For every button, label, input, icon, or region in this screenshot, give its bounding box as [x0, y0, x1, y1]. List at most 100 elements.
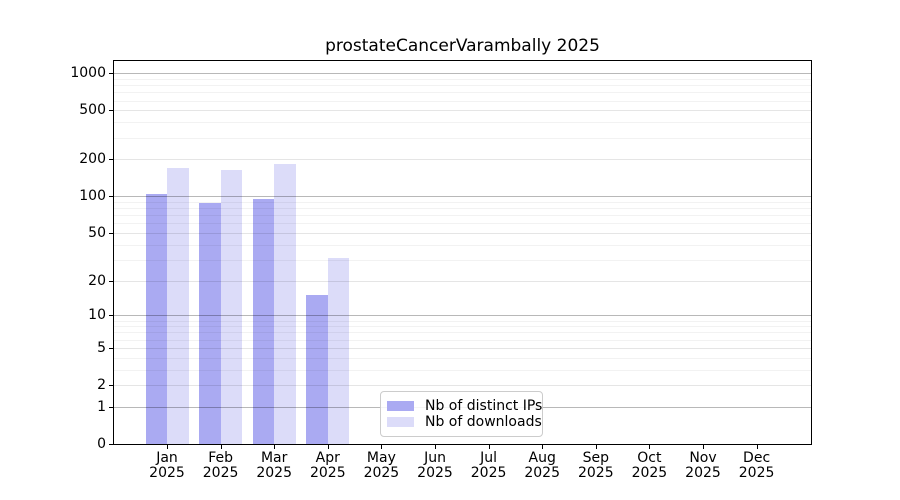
y-tick-label-1: 1 [97, 398, 106, 415]
bar-mar-downloads [274, 163, 296, 444]
bar-feb-downloads [220, 170, 243, 444]
bar-apr-downloads [327, 258, 350, 444]
x-tick-month: Oct [637, 450, 662, 466]
gridline-minor-y-30 [114, 259, 811, 261]
x-tick-mark-may [381, 445, 383, 449]
y-tick-mark-50 [109, 233, 113, 234]
legend-swatch-distinct-ips [387, 401, 414, 411]
gridline-minor-y-3 [114, 369, 811, 371]
gridline-y-10 [114, 315, 811, 317]
x-tick-mark-jul [488, 445, 490, 449]
y-tick-mark-5 [109, 347, 113, 349]
x-tick-year: 2025 [524, 465, 560, 481]
gridline-minor-y-8 [114, 326, 811, 328]
x-tick-mark-oct [649, 445, 651, 449]
x-tick-mark-sep [595, 445, 597, 449]
gridline-minor-y-40 [114, 244, 811, 246]
chart-title: prostateCancerVarambally 2025 [325, 36, 600, 56]
legend-item-downloads: Nb of downloads [387, 414, 542, 430]
x-tick-year: 2025 [309, 465, 346, 481]
x-tick-label-mar: Mar 2025 [242, 451, 306, 481]
gridline-minor-y-600 [114, 100, 811, 102]
y-tick-mark-500 [109, 110, 113, 112]
y-tick-label-0: 0 [97, 436, 106, 452]
x-tick-label-jun: Jun 2025 [403, 451, 467, 481]
x-tick-year: 2025 [256, 465, 292, 481]
x-tick-mark-dec [756, 445, 758, 449]
y-tick-mark-200 [109, 159, 113, 161]
x-tick-year: 2025 [149, 465, 185, 481]
x-tick-month: Apr [315, 450, 340, 466]
gridline-minor-y-70 [114, 215, 811, 217]
gridline-minor-y-4 [114, 357, 811, 359]
x-tick-mark-nov [703, 445, 704, 449]
gridline-minor-y-7 [114, 332, 811, 334]
x-tick-mark-feb [220, 445, 222, 449]
gridline-minor-y-60 [114, 223, 811, 225]
x-tick-year: 2025 [363, 465, 400, 481]
x-tick-label-feb: Feb 2025 [189, 451, 253, 481]
x-tick-label-jul: Jul 2025 [457, 451, 521, 481]
x-tick-label-apr: Apr 2025 [296, 451, 360, 481]
x-tick-label-aug: Aug 2025 [510, 451, 574, 481]
x-tick-mark-aug [542, 445, 544, 449]
x-tick-month: Feb [208, 450, 233, 466]
gridline-minor-y-700 [114, 92, 811, 94]
gridline-minor-y-800 [114, 85, 811, 87]
x-tick-label-sep: Sep 2025 [564, 451, 628, 481]
x-tick-month: Mar [260, 450, 288, 466]
x-tick-mark-mar [274, 445, 276, 449]
gridline-y-500 [114, 110, 811, 112]
y-tick-label-5: 5 [97, 339, 106, 356]
x-tick-month: Dec [743, 450, 771, 466]
x-tick-month: Jun [424, 450, 446, 466]
gridline-minor-y-90 [114, 202, 811, 203]
gridline-y-2 [114, 385, 811, 387]
bar-jan-distinct-ips [145, 193, 167, 444]
gridline-y-200 [114, 159, 811, 161]
bar-jan-downloads [167, 168, 189, 444]
x-tick-label-may: May 2025 [349, 451, 413, 481]
gridline-y-5 [114, 347, 811, 349]
legend-label-downloads: Nb of downloads [425, 414, 542, 430]
bar-apr-distinct-ips [306, 295, 328, 444]
gridline-y-100 [114, 196, 811, 198]
y-tick-mark-2 [109, 385, 113, 387]
x-tick-mark-jan [167, 445, 168, 449]
legend: Nb of distinct IPs Nb of downloads [380, 391, 543, 437]
x-tick-year: 2025 [685, 465, 721, 481]
y-tick-mark-20 [109, 280, 113, 282]
gridline-minor-y-900 [114, 79, 811, 80]
gridline-y-20 [114, 280, 811, 282]
legend-item-distinct-ips: Nb of distinct IPs [387, 398, 542, 414]
y-tick-label-500: 500 [79, 102, 106, 119]
x-tick-year: 2025 [738, 465, 775, 481]
y-tick-mark-1 [109, 406, 113, 408]
gridline-minor-y-300 [114, 137, 811, 139]
gridline-minor-y-9 [114, 320, 811, 322]
y-tick-label-20: 20 [88, 272, 106, 289]
x-tick-year: 2025 [470, 465, 507, 481]
bar-mar-distinct-ips [252, 199, 275, 444]
x-tick-year: 2025 [631, 465, 668, 481]
gridline-y-50 [114, 233, 811, 234]
x-tick-month: Jan [156, 450, 178, 466]
x-tick-month: Jul [480, 450, 498, 466]
legend-swatch-downloads [387, 417, 414, 427]
x-tick-mark-jun [435, 445, 436, 449]
x-tick-month: Sep [582, 450, 609, 466]
legend-label-distinct-ips: Nb of distinct IPs [425, 398, 543, 414]
y-tick-mark-100 [109, 196, 113, 198]
x-tick-month: Aug [528, 450, 556, 466]
y-tick-mark-0 [109, 444, 113, 445]
gridline-y-1000 [114, 73, 811, 75]
x-tick-label-jan: Jan 2025 [135, 451, 199, 481]
gridline-minor-y-6 [114, 339, 811, 341]
x-tick-label-dec: Dec 2025 [725, 451, 789, 481]
gridline-minor-y-80 [114, 208, 811, 210]
y-tick-label-50: 50 [88, 225, 106, 241]
y-tick-label-10: 10 [88, 307, 106, 324]
x-tick-year: 2025 [417, 465, 453, 481]
x-tick-year: 2025 [202, 465, 239, 481]
